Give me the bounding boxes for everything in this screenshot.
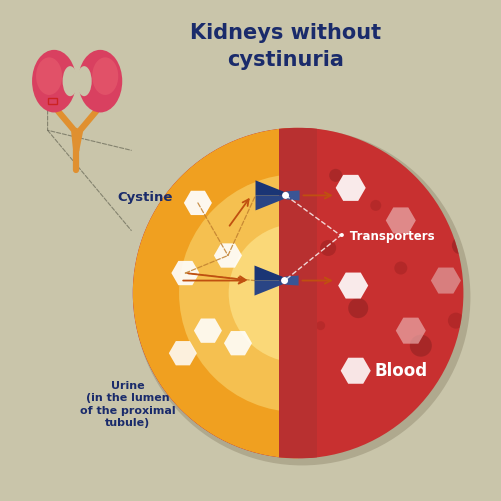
- Ellipse shape: [78, 50, 122, 113]
- Polygon shape: [184, 191, 212, 215]
- Circle shape: [281, 277, 288, 284]
- Polygon shape: [396, 318, 426, 344]
- Text: Kidneys without: Kidneys without: [190, 23, 381, 43]
- Circle shape: [134, 129, 470, 465]
- Circle shape: [394, 262, 407, 275]
- Polygon shape: [256, 180, 286, 195]
- Polygon shape: [336, 175, 366, 201]
- Polygon shape: [224, 331, 252, 355]
- Polygon shape: [386, 207, 416, 233]
- Text: Urine
(in the lumen
of the proximal
tubule): Urine (in the lumen of the proximal tubu…: [80, 381, 175, 428]
- Circle shape: [348, 298, 368, 318]
- Text: cystinuria: cystinuria: [227, 50, 344, 70]
- Ellipse shape: [32, 50, 76, 113]
- Circle shape: [133, 128, 463, 458]
- Polygon shape: [255, 266, 285, 281]
- Text: Cystine: Cystine: [118, 191, 173, 204]
- Circle shape: [329, 169, 342, 182]
- Polygon shape: [286, 190, 300, 200]
- Polygon shape: [169, 341, 197, 365]
- Circle shape: [370, 200, 381, 211]
- Ellipse shape: [63, 66, 78, 96]
- Polygon shape: [431, 268, 461, 294]
- Circle shape: [448, 313, 464, 329]
- Polygon shape: [256, 195, 286, 210]
- Circle shape: [316, 321, 325, 330]
- Circle shape: [452, 236, 470, 255]
- Polygon shape: [214, 243, 242, 268]
- Polygon shape: [194, 319, 222, 343]
- Circle shape: [434, 389, 448, 403]
- Bar: [279, 128, 317, 458]
- Polygon shape: [338, 273, 368, 299]
- Circle shape: [376, 363, 386, 373]
- Wedge shape: [228, 223, 298, 363]
- Polygon shape: [171, 261, 199, 285]
- Text: Blood: Blood: [374, 362, 427, 380]
- Text: • Transporters: • Transporters: [338, 230, 435, 243]
- Wedge shape: [133, 128, 298, 458]
- Ellipse shape: [36, 58, 62, 95]
- Circle shape: [320, 240, 336, 256]
- Wedge shape: [179, 174, 298, 412]
- Circle shape: [410, 335, 432, 357]
- Circle shape: [282, 192, 289, 199]
- Polygon shape: [255, 281, 285, 296]
- Ellipse shape: [77, 66, 92, 96]
- Bar: [48, 98, 57, 104]
- Polygon shape: [285, 276, 299, 286]
- Polygon shape: [341, 358, 371, 384]
- Ellipse shape: [92, 58, 118, 95]
